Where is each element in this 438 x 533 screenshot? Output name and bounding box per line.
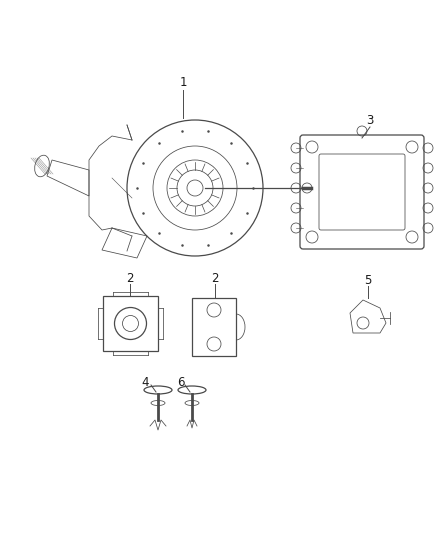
Text: 3: 3 — [366, 114, 374, 126]
Bar — [192, 298, 236, 356]
Text: 6: 6 — [177, 376, 185, 389]
Bar — [103, 296, 158, 351]
Text: 2: 2 — [126, 271, 134, 285]
Text: 5: 5 — [364, 273, 372, 287]
Text: 4: 4 — [141, 376, 149, 389]
Text: 2: 2 — [211, 271, 219, 285]
Text: 1: 1 — [179, 76, 187, 88]
